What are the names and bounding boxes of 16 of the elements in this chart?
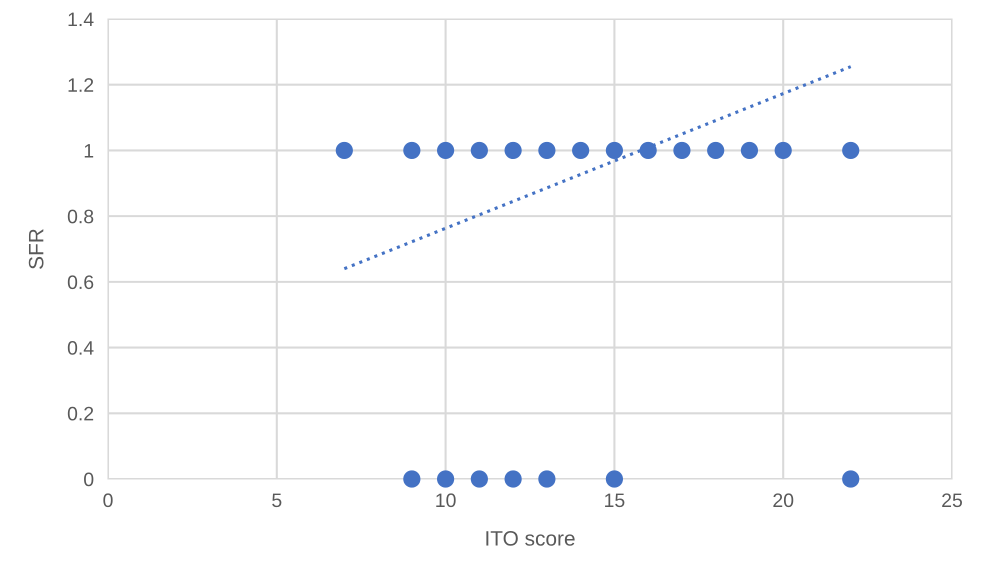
y-tick-label: 0.2 — [68, 406, 94, 421]
x-tick-label: 0 — [103, 493, 113, 508]
x-tick-label: 5 — [272, 494, 282, 508]
x-tick-label: 10 — [436, 493, 456, 508]
y-tick-label: 1.2 — [68, 78, 94, 92]
y-tick-label: 0 — [84, 472, 94, 486]
y-tick-label: 1 — [84, 144, 94, 158]
x-axis-title: ITO score — [486, 531, 575, 546]
y-tick-label: 0.8 — [68, 210, 94, 224]
x-tick-label: 20 — [773, 493, 794, 508]
y-tick-label: 1.4 — [68, 12, 94, 26]
x-tick-label: 15 — [605, 494, 624, 508]
x-tick-label: 25 — [942, 493, 962, 508]
y-tick-label: 0.4 — [68, 341, 94, 355]
y-axis-title: SFR — [28, 229, 44, 269]
y-tick-label: 0.6 — [68, 275, 94, 290]
